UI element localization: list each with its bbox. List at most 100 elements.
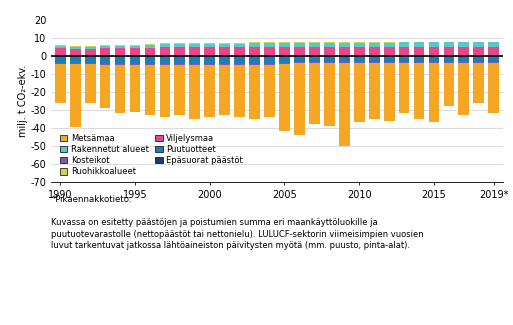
Y-axis label: milj. t CO₂-ekv.: milj. t CO₂-ekv. bbox=[18, 65, 28, 137]
Bar bbox=[399, 42, 409, 47]
Bar bbox=[130, 58, 141, 64]
Bar bbox=[160, 44, 170, 47]
Bar bbox=[174, 43, 185, 44]
Bar bbox=[115, 65, 126, 113]
Bar bbox=[220, 58, 230, 64]
Bar bbox=[488, 62, 499, 63]
Bar bbox=[115, 45, 126, 46]
Bar bbox=[459, 47, 469, 56]
Bar bbox=[384, 47, 394, 56]
Bar bbox=[473, 47, 484, 56]
Bar bbox=[354, 43, 365, 47]
Bar bbox=[70, 64, 81, 127]
Bar bbox=[384, 56, 394, 58]
Bar bbox=[145, 44, 155, 45]
Bar bbox=[189, 58, 200, 64]
Bar bbox=[473, 63, 484, 103]
Bar bbox=[55, 56, 66, 58]
Bar bbox=[100, 65, 110, 108]
Bar bbox=[324, 56, 334, 58]
Bar bbox=[264, 64, 275, 65]
Bar bbox=[488, 42, 499, 47]
Bar bbox=[204, 43, 215, 44]
Bar bbox=[115, 48, 126, 56]
Bar bbox=[309, 58, 320, 62]
Bar bbox=[369, 47, 380, 56]
Bar bbox=[130, 56, 141, 58]
Bar bbox=[189, 44, 200, 47]
Bar bbox=[189, 47, 200, 56]
Bar bbox=[189, 65, 200, 119]
Bar bbox=[130, 46, 141, 48]
Bar bbox=[444, 63, 455, 106]
Bar bbox=[413, 56, 424, 58]
Bar bbox=[249, 64, 260, 65]
Bar bbox=[204, 56, 215, 58]
Bar bbox=[115, 64, 126, 65]
Bar bbox=[384, 62, 394, 63]
Bar bbox=[55, 64, 66, 103]
Bar bbox=[459, 42, 469, 47]
Bar bbox=[413, 62, 424, 63]
Bar bbox=[473, 62, 484, 63]
Bar bbox=[145, 56, 155, 58]
Bar bbox=[369, 62, 380, 63]
Bar bbox=[399, 56, 409, 58]
Bar bbox=[459, 58, 469, 62]
Bar bbox=[428, 62, 439, 63]
Bar bbox=[100, 48, 110, 56]
Bar bbox=[369, 43, 380, 47]
Bar bbox=[413, 47, 424, 56]
Bar bbox=[100, 45, 110, 46]
Bar bbox=[369, 56, 380, 58]
Bar bbox=[384, 58, 394, 62]
Bar bbox=[70, 49, 81, 56]
Bar bbox=[55, 48, 66, 56]
Bar bbox=[279, 63, 290, 64]
Bar bbox=[279, 56, 290, 58]
Bar bbox=[264, 65, 275, 117]
Bar bbox=[369, 58, 380, 62]
Bar bbox=[145, 58, 155, 64]
Bar bbox=[115, 46, 126, 48]
Bar bbox=[399, 63, 409, 113]
Bar bbox=[428, 42, 439, 47]
Bar bbox=[160, 56, 170, 58]
Bar bbox=[85, 49, 95, 56]
Bar bbox=[204, 47, 215, 56]
Bar bbox=[174, 65, 185, 115]
Bar bbox=[130, 64, 141, 65]
Bar bbox=[220, 47, 230, 56]
Bar bbox=[234, 58, 245, 64]
Bar bbox=[473, 42, 484, 47]
Bar bbox=[160, 65, 170, 117]
Bar bbox=[294, 43, 305, 47]
Bar bbox=[220, 43, 230, 44]
Text: Kuvassa on esitetty päästöjen ja poistumien summa eri maankäyttöluokille ja
puut: Kuvassa on esitetty päästöjen ja poistum… bbox=[51, 218, 424, 250]
Bar bbox=[55, 58, 66, 63]
Bar bbox=[384, 43, 394, 47]
Bar bbox=[160, 58, 170, 64]
Bar bbox=[413, 63, 424, 119]
Bar bbox=[174, 47, 185, 56]
Bar bbox=[85, 63, 95, 64]
Bar bbox=[174, 64, 185, 65]
Bar bbox=[100, 46, 110, 48]
Bar bbox=[428, 58, 439, 62]
Bar bbox=[324, 62, 334, 63]
Bar bbox=[130, 65, 141, 111]
Bar bbox=[279, 58, 290, 63]
Bar bbox=[264, 56, 275, 58]
Bar bbox=[249, 58, 260, 64]
Bar bbox=[249, 56, 260, 58]
Bar bbox=[324, 58, 334, 62]
Bar bbox=[264, 58, 275, 64]
Bar bbox=[55, 46, 66, 48]
Bar bbox=[234, 43, 245, 44]
Bar bbox=[130, 48, 141, 56]
Bar bbox=[249, 43, 260, 47]
Bar bbox=[354, 47, 365, 56]
Bar bbox=[234, 47, 245, 56]
Bar bbox=[354, 62, 365, 63]
Bar bbox=[145, 45, 155, 48]
